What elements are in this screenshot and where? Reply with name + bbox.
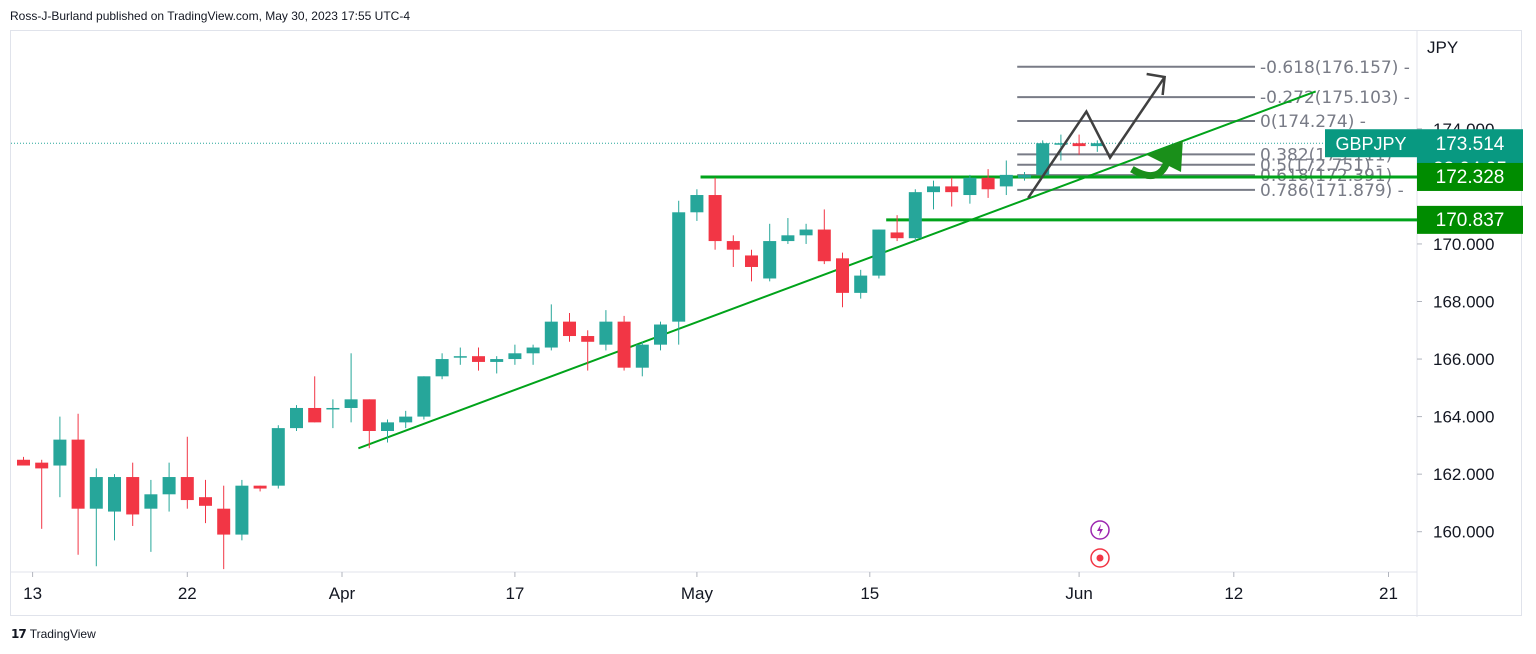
candle-body: [999, 174, 1013, 187]
level-label-bg: [1417, 205, 1523, 234]
x-tick-label: 13: [23, 584, 42, 603]
lightning-icon[interactable]: [1090, 520, 1110, 540]
candle-body: [635, 344, 649, 368]
candle-body: [344, 399, 358, 408]
candle-body: [162, 477, 176, 495]
x-tick-label: 21: [1379, 584, 1398, 603]
fib-level-label: -0.618(176.157) -: [1260, 58, 1410, 78]
candle-body: [144, 494, 158, 509]
level-label-bg: [1417, 162, 1523, 191]
level-label: 172.328: [1436, 167, 1505, 188]
candle-body: [1090, 143, 1104, 147]
level-label: 170.837: [1436, 210, 1505, 231]
event-dot-icon[interactable]: [1090, 548, 1110, 568]
candle-body: [836, 258, 849, 293]
candle-body: [1072, 143, 1086, 147]
candle-body: [872, 229, 886, 276]
y-tick-label: 168.000: [1433, 293, 1494, 312]
bounce-arrowhead-icon: [1146, 140, 1183, 173]
candle-body: [708, 195, 722, 242]
candle-body: [599, 321, 613, 345]
candle-body: [927, 186, 940, 193]
candle-body: [654, 324, 667, 345]
candle-body: [399, 416, 413, 423]
x-tick-label: 17: [505, 584, 524, 603]
candle-body: [235, 485, 249, 535]
candle-body: [945, 186, 959, 193]
x-tick-label: 15: [860, 584, 879, 603]
candle-body: [35, 462, 49, 469]
candle-body: [908, 192, 922, 239]
candle-body: [89, 477, 103, 509]
y-tick-label: 170.000: [1433, 235, 1494, 254]
currency-label: JPY: [1427, 38, 1458, 57]
candle-body: [472, 356, 485, 362]
projection-path: [1027, 76, 1166, 199]
candle-body: [1018, 174, 1031, 178]
candle-body: [381, 422, 394, 431]
y-tick-label: 164.000: [1433, 408, 1494, 427]
candle-body: [308, 407, 322, 423]
x-tick-label: 12: [1224, 584, 1243, 603]
candle-body: [108, 477, 121, 512]
candle-body: [417, 376, 431, 417]
candle-body: [672, 212, 686, 322]
candle-body: [508, 353, 522, 360]
candle-body: [126, 477, 140, 515]
candle-body: [817, 229, 831, 262]
x-tick-label: Jun: [1065, 584, 1092, 603]
footer-brand: TradingView: [29, 627, 96, 641]
candle-body: [981, 177, 995, 190]
fib-level-label: 0.786(171.879) -: [1260, 181, 1404, 201]
candle-body: [563, 321, 576, 337]
candle-body: [1054, 143, 1068, 145]
candle-body: [290, 407, 303, 429]
candle-body: [1036, 143, 1050, 175]
candle-body: [435, 359, 449, 377]
fib-level-label: 0(174.274) -: [1260, 112, 1366, 132]
x-tick-label: Apr: [329, 584, 356, 603]
candle-body: [726, 241, 740, 250]
candle-body: [799, 229, 813, 236]
candle-body: [617, 321, 631, 368]
x-tick-label: 22: [178, 584, 197, 603]
candle-body: [890, 232, 904, 239]
candle-body: [526, 347, 540, 354]
candle-body: [253, 485, 267, 489]
x-tick-label: May: [681, 584, 714, 603]
y-tick-label: 166.000: [1433, 350, 1494, 369]
publisher-line: Ross-J-Burland published on TradingView.…: [10, 9, 410, 23]
y-tick-label: 160.000: [1433, 523, 1494, 542]
footer[interactable]: 17 TradingView: [11, 627, 96, 641]
y-tick-label: 162.000: [1433, 465, 1494, 484]
candle-body: [763, 241, 777, 279]
last-price-label: 173.514: [1436, 134, 1505, 155]
candle-body: [362, 399, 376, 431]
candle-body: [71, 439, 85, 509]
candle-body: [690, 195, 704, 213]
candle-body: [326, 407, 340, 410]
candle-body: [271, 428, 285, 486]
candle-body: [781, 235, 795, 242]
candle-body: [180, 477, 194, 501]
symbol-tag: GBPJPY: [1335, 134, 1406, 154]
projection-arrowhead-icon: [1146, 72, 1167, 96]
candle-body: [854, 275, 868, 293]
candle-body: [17, 459, 30, 466]
chart-canvas[interactable]: 174.000170.000168.000166.000164.000162.0…: [11, 31, 1523, 617]
candle-body: [453, 356, 467, 358]
tradingview-logo-icon: 17: [11, 627, 27, 641]
candle-body: [544, 321, 558, 348]
candle-body: [217, 508, 231, 535]
candle-body: [199, 497, 212, 506]
fib-level-label: -0.272(175.103) -: [1260, 88, 1410, 108]
symbol-tag-bg: [1325, 129, 1417, 158]
chart-frame[interactable]: 174.000170.000168.000166.000164.000162.0…: [10, 30, 1523, 617]
candle-body: [745, 255, 758, 267]
candle-body: [581, 336, 595, 342]
candle-body: [963, 177, 977, 196]
fib-level-label: 0.5(172.751) -: [1260, 156, 1382, 176]
candle-body: [490, 359, 504, 362]
candle-body: [53, 439, 67, 466]
